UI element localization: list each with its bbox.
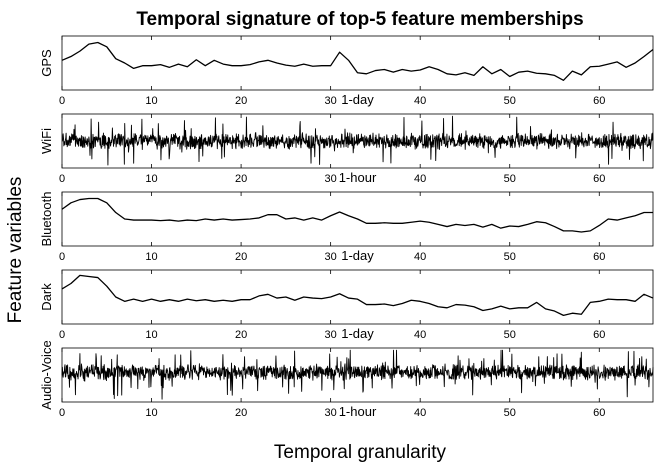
x-axis-label: Temporal granularity <box>274 442 447 463</box>
x-tick-label-bluetooth-0: 0 <box>59 251 65 263</box>
x-tick-label-dark-30: 30 <box>325 329 337 341</box>
x-tick-label-wifi-20: 20 <box>235 173 247 185</box>
x-tick-label-wifi-0: 0 <box>59 173 65 185</box>
panel-label-wifi: WiFi <box>39 128 54 154</box>
x-tick-label-dark-40: 40 <box>414 329 426 341</box>
granularity-label-audio-voice: 1-hour <box>339 404 377 419</box>
x-tick-label-audio-voice-0: 0 <box>59 407 65 419</box>
series-line-gps <box>62 42 653 80</box>
y-axis-label: Feature variables <box>5 177 26 324</box>
x-tick-label-audio-voice-40: 40 <box>414 407 426 419</box>
x-tick-label-bluetooth-50: 50 <box>504 251 516 263</box>
x-tick-label-wifi-40: 40 <box>414 173 426 185</box>
x-tick-label-bluetooth-60: 60 <box>593 251 605 263</box>
series-line-wifi <box>62 116 653 165</box>
panel-label-gps: GPS <box>39 49 54 77</box>
x-tick-label-dark-0: 0 <box>59 329 65 341</box>
x-tick-label-dark-10: 10 <box>145 329 157 341</box>
x-tick-label-gps-30: 30 <box>325 95 337 107</box>
panel-label-audio-voice: Audio-Voice <box>39 340 54 409</box>
axes-box-dark <box>62 270 653 324</box>
x-tick-label-gps-50: 50 <box>504 95 516 107</box>
x-tick-label-audio-voice-50: 50 <box>504 407 516 419</box>
x-tick-label-gps-0: 0 <box>59 95 65 107</box>
axes-box-gps <box>62 36 653 90</box>
granularity-label-bluetooth: 1-day <box>341 248 374 263</box>
x-tick-label-gps-10: 10 <box>145 95 157 107</box>
panel-label-dark: Dark <box>39 283 54 311</box>
x-tick-label-bluetooth-40: 40 <box>414 251 426 263</box>
series-line-dark <box>62 275 653 315</box>
x-tick-label-bluetooth-10: 10 <box>145 251 157 263</box>
x-tick-label-gps-60: 60 <box>593 95 605 107</box>
x-tick-label-audio-voice-30: 30 <box>325 407 337 419</box>
panels-group: 0 10 20 30 40 50 60 GPS 1-day 0 10 20 30 40 50 60 WiFi 1-… <box>39 36 653 419</box>
x-tick-label-dark-60: 60 <box>593 329 605 341</box>
x-tick-label-dark-20: 20 <box>235 329 247 341</box>
chart-title: Temporal signature of top-5 feature memb… <box>136 9 583 30</box>
granularity-label-wifi: 1-hour <box>339 170 377 185</box>
x-tick-label-dark-50: 50 <box>504 329 516 341</box>
x-tick-label-wifi-50: 50 <box>504 173 516 185</box>
granularity-label-gps: 1-day <box>341 92 374 107</box>
granularity-label-dark: 1-day <box>341 326 374 341</box>
x-tick-label-audio-voice-20: 20 <box>235 407 247 419</box>
x-tick-label-audio-voice-60: 60 <box>593 407 605 419</box>
series-line-bluetooth <box>62 198 653 231</box>
x-tick-label-wifi-60: 60 <box>593 173 605 185</box>
panel-label-bluetooth: Bluetooth <box>39 192 54 247</box>
x-tick-label-wifi-10: 10 <box>145 173 157 185</box>
x-tick-label-bluetooth-30: 30 <box>325 251 337 263</box>
series-line-audio-voice <box>62 350 653 399</box>
x-tick-label-audio-voice-10: 10 <box>145 407 157 419</box>
x-tick-label-wifi-30: 30 <box>325 173 337 185</box>
x-tick-label-bluetooth-20: 20 <box>235 251 247 263</box>
x-tick-label-gps-20: 20 <box>235 95 247 107</box>
x-tick-label-gps-40: 40 <box>414 95 426 107</box>
